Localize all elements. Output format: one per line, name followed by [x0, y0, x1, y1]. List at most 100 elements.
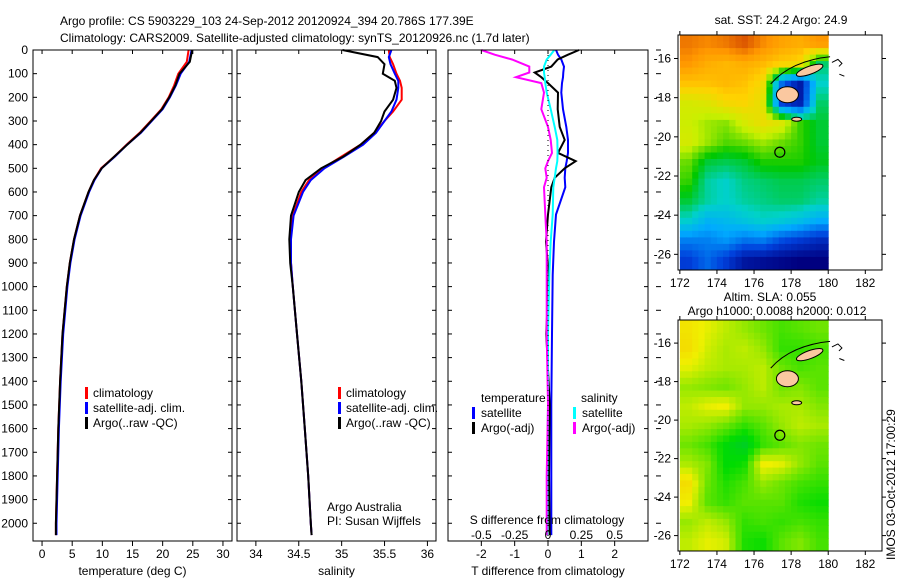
- map-cell: [716, 345, 724, 353]
- lat-tick-label: -22: [654, 169, 672, 183]
- map-cell: [803, 230, 811, 238]
- map-cell: [815, 474, 823, 481]
- map-cell: [754, 320, 761, 327]
- map-cell: [729, 185, 736, 193]
- map-cell: [766, 263, 774, 271]
- map-cell: [754, 345, 761, 353]
- reef-outline: [770, 340, 832, 369]
- map-cell: [766, 486, 774, 494]
- map-cell: [815, 230, 823, 238]
- map-cell: [723, 474, 730, 481]
- map-cell: [710, 165, 718, 173]
- map-cell: [723, 339, 730, 347]
- map-cell: [710, 467, 718, 475]
- map-cell: [723, 525, 730, 533]
- map-cell: [723, 486, 730, 494]
- map-cell: [822, 326, 829, 334]
- map-cell: [735, 191, 743, 199]
- map-cell: [698, 126, 706, 134]
- map-cell: [692, 409, 699, 417]
- map-cell: [686, 61, 693, 69]
- map-cell: [766, 172, 774, 180]
- map-cell: [729, 132, 736, 140]
- map-cell: [686, 250, 693, 258]
- map-cell: [754, 352, 761, 359]
- map-cell: [815, 87, 823, 95]
- map-cell: [704, 119, 712, 127]
- plot-frame: [236, 49, 437, 542]
- map-cell: [791, 224, 798, 232]
- map-cell: [716, 416, 724, 424]
- map-cell: [784, 332, 792, 340]
- map-cell: [723, 204, 730, 212]
- lon-tick-label: 174: [707, 557, 727, 571]
- map-cell: [679, 544, 687, 552]
- map-cell: [729, 525, 736, 533]
- map-cell: [735, 100, 743, 108]
- map-cell: [809, 87, 817, 95]
- map-cell: [741, 474, 749, 481]
- map-cell: [754, 480, 761, 488]
- map-cell: [803, 429, 811, 436]
- map-cell: [778, 224, 786, 232]
- map-cell: [747, 531, 755, 539]
- map-cell: [723, 512, 730, 520]
- map-cell: [791, 339, 798, 347]
- map-cell: [754, 198, 761, 206]
- map-cell: [797, 467, 804, 475]
- map-cell: [797, 326, 804, 334]
- map-cell: [723, 422, 730, 430]
- map-cell: [803, 224, 811, 232]
- map-cell: [716, 243, 724, 251]
- map-cell: [723, 345, 730, 353]
- map-cell: [797, 80, 804, 88]
- map-cell: [710, 35, 718, 42]
- map-cell: [778, 48, 786, 56]
- map-cell: [760, 403, 767, 411]
- map-cell: [803, 409, 811, 417]
- map-cell: [772, 416, 780, 424]
- map-cell: [809, 448, 817, 456]
- map-cell: [692, 93, 699, 101]
- map-cell: [679, 429, 687, 436]
- map-cell: [698, 74, 706, 82]
- map-cell: [747, 493, 755, 501]
- map-cell: [716, 113, 724, 121]
- map-cell: [704, 493, 712, 501]
- lon-tick-label: 180: [818, 276, 838, 290]
- map-cell: [766, 217, 774, 225]
- map-cell: [809, 441, 817, 449]
- map-cell: [747, 132, 755, 140]
- map-cell: [679, 377, 687, 385]
- map-frame: [677, 319, 883, 552]
- map-cell: [735, 67, 743, 75]
- map-cell: [679, 191, 687, 199]
- map-cell: [710, 93, 718, 101]
- map-cell: [723, 454, 730, 462]
- map-cell: [822, 67, 829, 75]
- map-cell: [760, 525, 767, 533]
- map-cell: [815, 416, 823, 424]
- map-cell: [735, 119, 743, 127]
- map-cell: [741, 332, 749, 340]
- map-cell: [815, 499, 823, 507]
- map-cell: [760, 119, 767, 127]
- map-cell: [704, 486, 712, 494]
- map-cell: [710, 429, 718, 436]
- map-cell: [803, 139, 811, 147]
- map-cell: [766, 429, 774, 436]
- map-cell: [741, 113, 749, 121]
- map-cell: [704, 474, 712, 481]
- map-cell: [698, 352, 706, 359]
- x-tick-label: 5: [69, 547, 76, 561]
- map-cell: [784, 320, 792, 327]
- map-cell: [704, 538, 712, 546]
- map-cell: [747, 263, 755, 271]
- map-cell: [778, 217, 786, 225]
- map-cell: [741, 250, 749, 258]
- map-cell: [778, 339, 786, 347]
- map-cell: [735, 87, 743, 95]
- map-cell: [698, 538, 706, 546]
- map-cell: [679, 146, 687, 153]
- x-tick-label: -2: [476, 547, 487, 561]
